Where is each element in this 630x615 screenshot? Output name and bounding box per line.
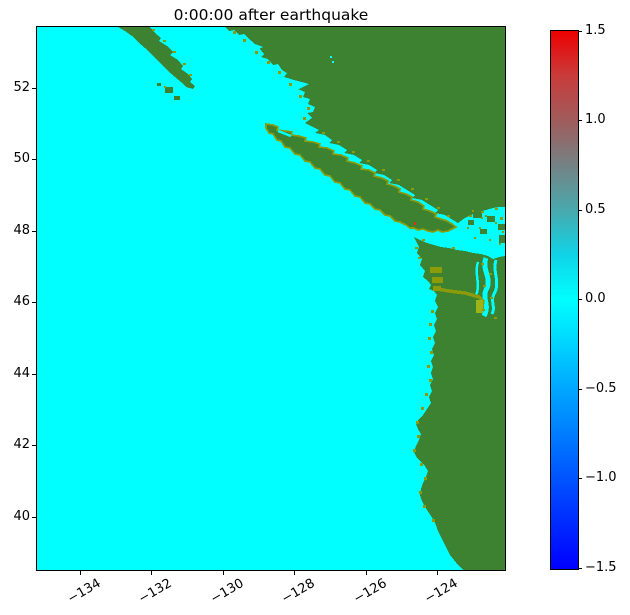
mountain-lake (330, 56, 332, 58)
x-tick-label: −124 (422, 576, 461, 607)
colorbar-tick-label: −0.5 (585, 381, 617, 396)
y-tick-label: 46 (13, 294, 30, 309)
colorbar-tick-mark (578, 478, 582, 479)
x-tick-label: −134 (65, 576, 104, 607)
y-tick-mark (32, 517, 36, 518)
land-vancouver-island (265, 123, 458, 233)
land-haida-gwaii (118, 27, 195, 89)
colorbar-gradient (551, 31, 578, 569)
columbia-mouth (433, 286, 441, 291)
y-tick-mark (32, 88, 36, 89)
san-juan-islands (468, 211, 505, 243)
islet (174, 96, 180, 100)
colorbar-tick-label: 0.5 (585, 202, 606, 217)
puget-sound-channels (474, 257, 499, 318)
x-tick-label: −126 (351, 576, 390, 607)
y-tick-mark (32, 302, 36, 303)
shoreline-cells (152, 29, 504, 522)
mountain-lake (332, 61, 334, 63)
y-tick-mark (32, 374, 36, 375)
colorbar-tick-mark (578, 568, 582, 569)
y-tick-mark (32, 159, 36, 160)
islet (165, 87, 173, 93)
x-tick-label: −132 (136, 576, 175, 607)
colorbar-tick-label: −1.0 (585, 470, 617, 485)
y-tick-mark (32, 231, 36, 232)
x-tick-label: −128 (279, 576, 318, 607)
colorbar-tick-label: 1.0 (585, 112, 606, 127)
y-tick-label: 42 (13, 437, 30, 452)
colorbar-tick-label: 0.0 (585, 291, 606, 306)
x-tick-label: −130 (208, 576, 247, 607)
y-tick-label: 44 (13, 366, 30, 381)
y-tick-mark (32, 445, 36, 446)
colorbar-tick-mark (578, 389, 582, 390)
x-tick-mark (294, 571, 295, 575)
y-tick-label: 50 (13, 151, 30, 166)
colorbar-tick-mark (578, 299, 582, 300)
map-plot-area (36, 26, 506, 571)
fjord-inlet (283, 77, 309, 91)
colorbar-tick-label: −1.5 (585, 560, 617, 575)
island-inlet (277, 129, 292, 138)
grays-harbor (430, 267, 442, 273)
y-tick-label: 40 (13, 509, 30, 524)
colorbar-tick-label: 1.5 (585, 23, 606, 38)
y-tick-label: 48 (13, 223, 30, 238)
x-tick-mark (437, 571, 438, 575)
fjord-inlet (247, 41, 263, 53)
colorbar-tick-mark (578, 210, 582, 211)
land-us-mainland (414, 237, 505, 570)
y-tick-label: 52 (13, 80, 30, 95)
willapa-bay (432, 277, 443, 283)
gauge-marker (414, 222, 416, 225)
x-tick-mark (366, 571, 367, 575)
islet (157, 83, 161, 86)
x-tick-mark (80, 571, 81, 575)
fjord-inlet (287, 95, 305, 109)
colorbar-tick-mark (578, 120, 582, 121)
map-svg (37, 27, 505, 570)
land-bc-mainland (225, 27, 505, 223)
x-tick-mark (151, 571, 152, 575)
colorbar (550, 30, 579, 570)
river-valley-patch (476, 300, 483, 313)
colorbar-tick-mark (578, 31, 582, 32)
plot-title: 0:00:00 after earthquake (173, 6, 369, 24)
x-tick-mark (223, 571, 224, 575)
